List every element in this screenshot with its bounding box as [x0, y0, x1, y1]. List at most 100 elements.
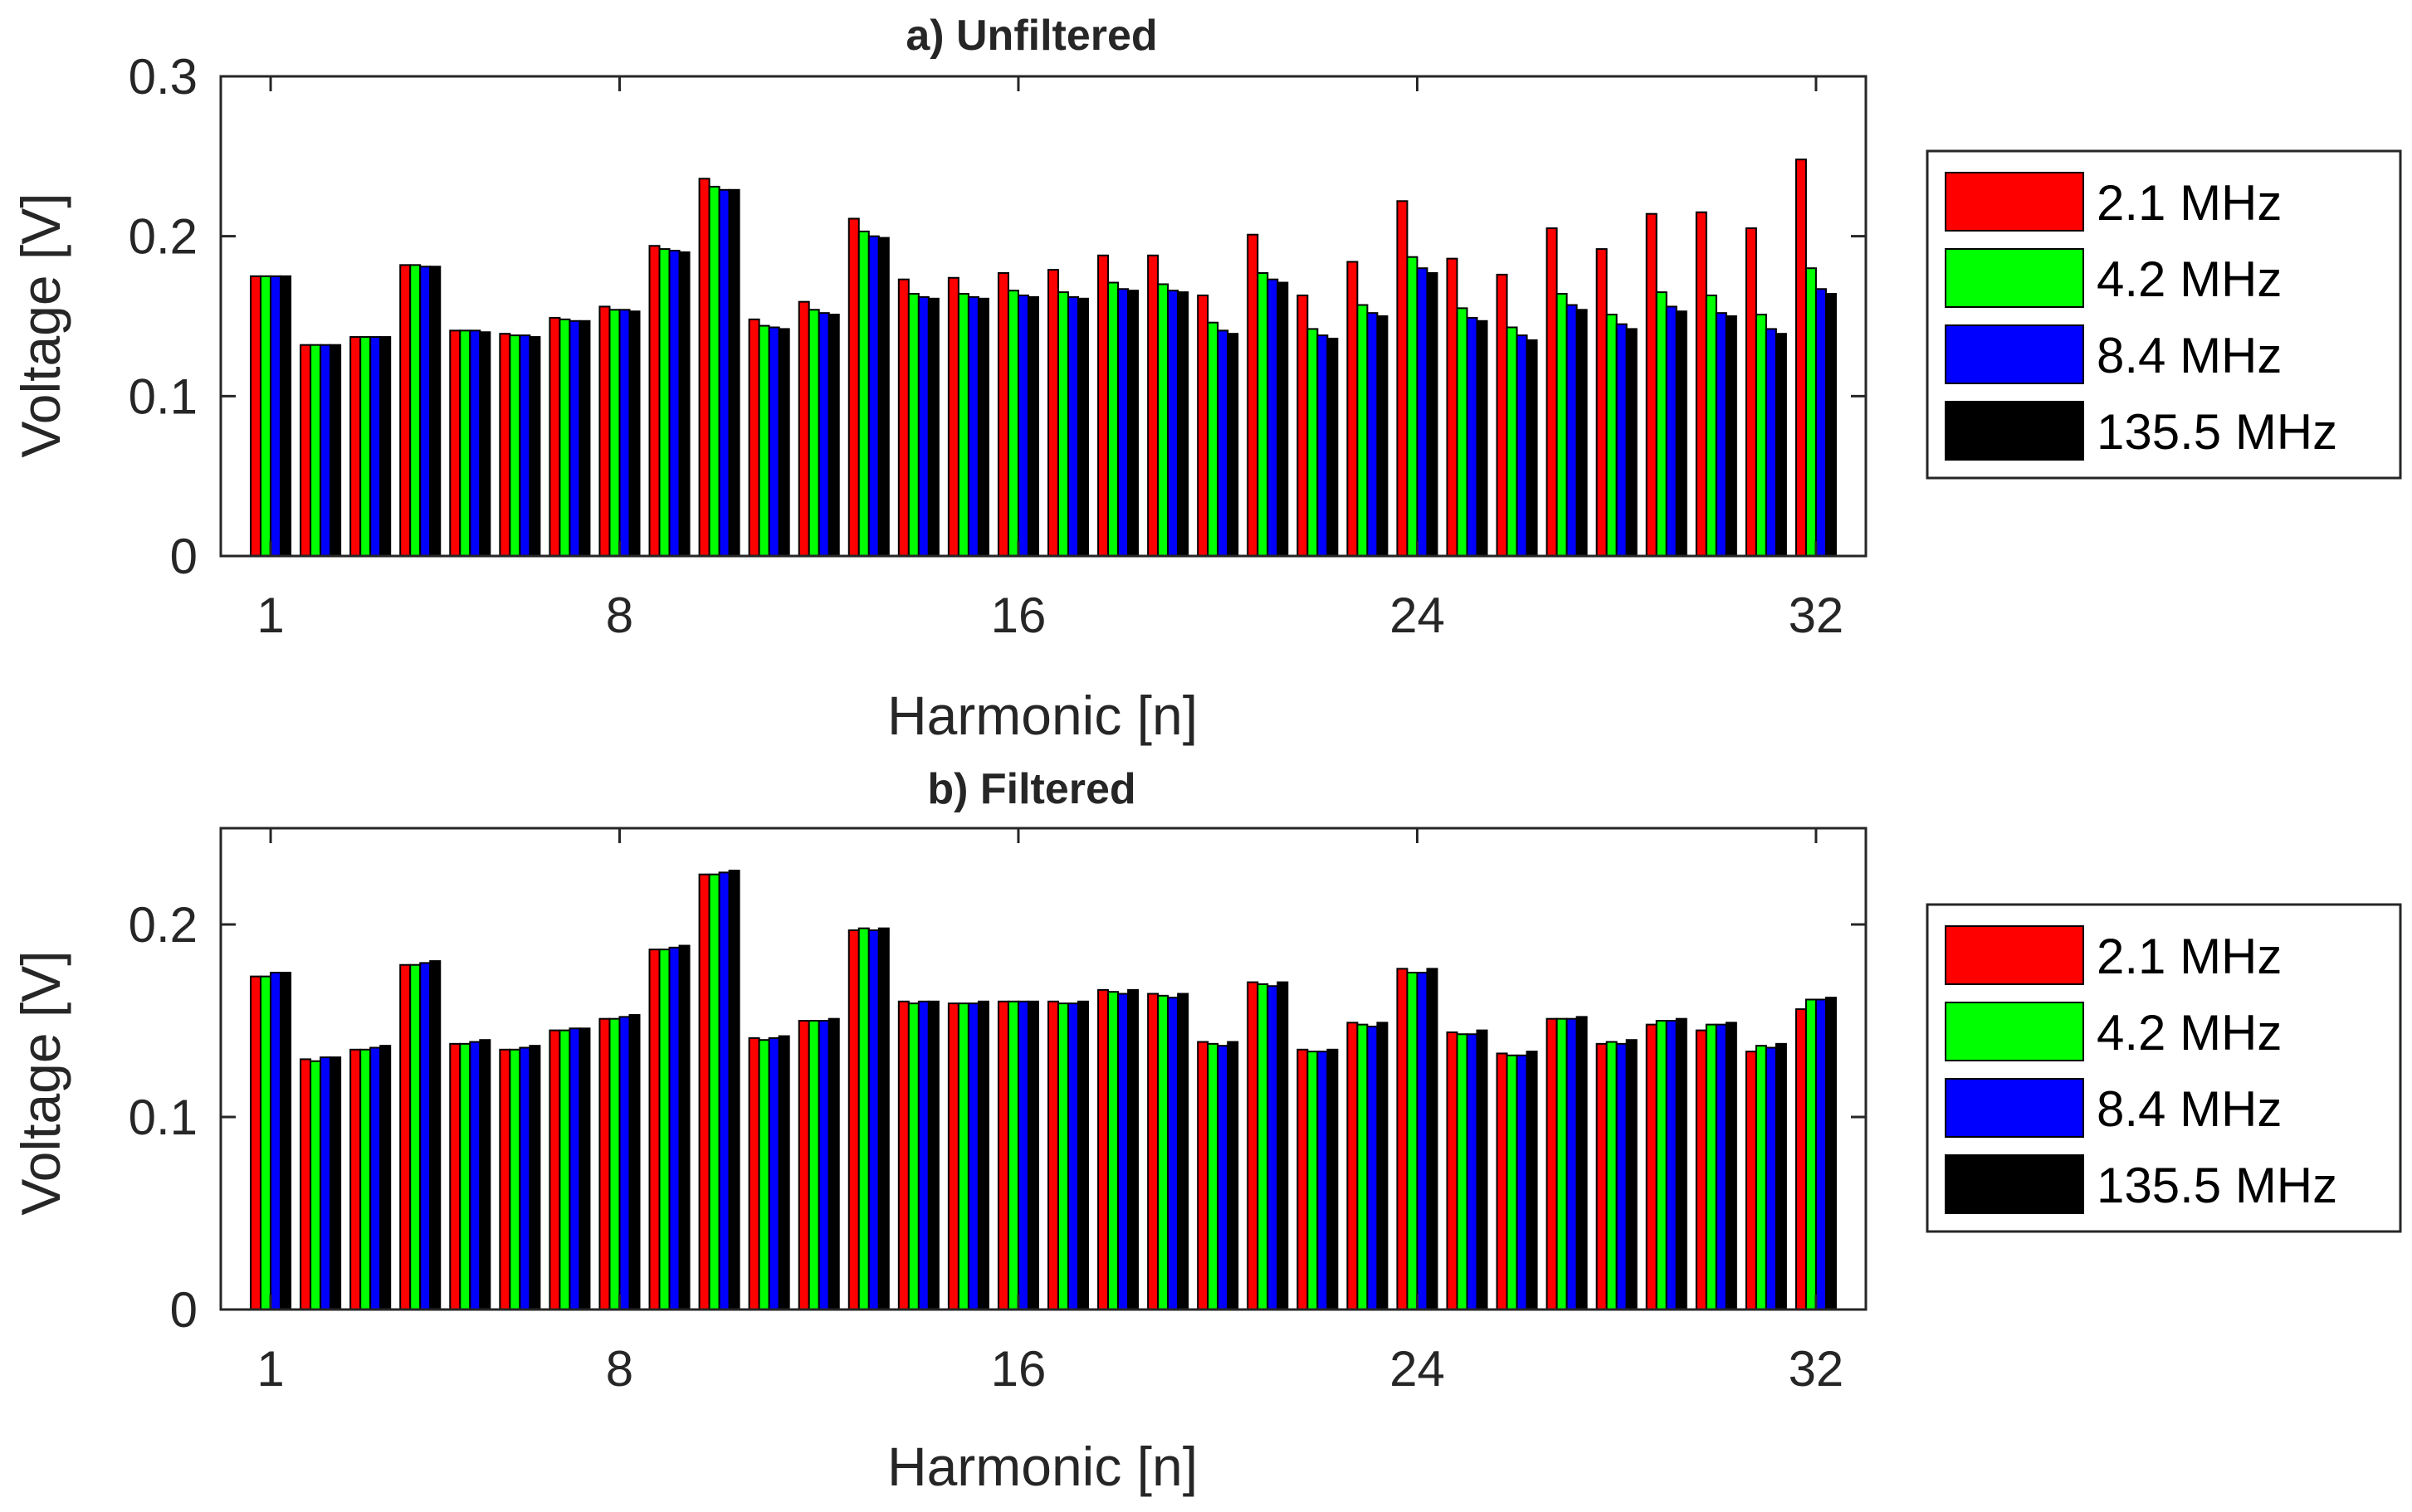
- bar-h26-s1: [1506, 326, 1518, 557]
- bar-h30-s2: [1715, 312, 1727, 557]
- bar-h16-s2: [1017, 1000, 1029, 1311]
- bar-h10-s1: [708, 185, 720, 557]
- bar-h26-s0: [1496, 273, 1508, 557]
- panel-filtered: b) Filtered 0 0.1 0.2 1 8 16 24 32 Harmonic [n…: [10, 765, 2402, 1497]
- bar-h23-s1: [1356, 304, 1369, 557]
- bar-h26-s2: [1516, 334, 1528, 557]
- bar-h17-s3: [1077, 297, 1090, 557]
- bar-h14-s3: [927, 1000, 940, 1311]
- legend-swatch: [1945, 172, 2084, 232]
- bar-h30-s3: [1725, 315, 1737, 557]
- bar-h2-s0: [300, 1058, 312, 1311]
- bar-h16-s1: [1007, 1000, 1019, 1311]
- bar-h32-s1: [1804, 267, 1817, 557]
- y-axis-label: Voltage [V]: [10, 193, 71, 457]
- bar-h30-s2: [1715, 1023, 1727, 1310]
- bar-h26-s3: [1526, 339, 1538, 557]
- bar-h31-s2: [1765, 1046, 1777, 1310]
- bar-h6-s1: [509, 1048, 521, 1311]
- bar-h3-s0: [349, 336, 362, 557]
- bar-h22-s0: [1296, 1048, 1309, 1311]
- bar-h2-s2: [320, 1056, 332, 1310]
- bar-h7-s1: [559, 318, 571, 557]
- panel-unfiltered: a) Unfiltered 0 0.1 0.2 0.3 1 8 16 24 32 Harmon…: [10, 12, 2402, 746]
- bar-h4-s0: [399, 264, 412, 557]
- x-axis-ticks: 1 8 16 24 32: [256, 76, 1843, 643]
- bar-h22-s3: [1326, 1048, 1339, 1311]
- bar-h25-s0: [1446, 257, 1458, 557]
- bar-h1-s3: [280, 275, 292, 557]
- x-tick-label: 24: [1389, 1341, 1445, 1397]
- bar-h6-s3: [529, 1045, 541, 1311]
- bar-h24-s0: [1396, 200, 1409, 557]
- bar-h7-s1: [559, 1029, 571, 1310]
- bar-h9-s2: [668, 250, 681, 557]
- bar-h32-s2: [1814, 998, 1827, 1310]
- bar-h5-s3: [479, 331, 491, 557]
- bar-h30-s1: [1705, 294, 1717, 557]
- bar-h21-s3: [1277, 981, 1289, 1310]
- bar-h25-s2: [1466, 316, 1478, 557]
- bar-h2-s2: [320, 344, 332, 557]
- bar-h21-s3: [1277, 281, 1289, 557]
- y-tick-label: 0.3: [129, 49, 198, 105]
- bar-h27-s3: [1575, 309, 1588, 557]
- bar-h8-s3: [628, 310, 641, 557]
- bar-h21-s2: [1267, 985, 1279, 1310]
- bar-h9-s1: [658, 949, 671, 1311]
- bar-h29-s0: [1645, 1023, 1658, 1310]
- bar-h27-s2: [1565, 1017, 1578, 1311]
- bar-h24-s1: [1406, 972, 1418, 1310]
- bar-h11-s3: [778, 328, 790, 557]
- y-tick-label: 0.1: [129, 368, 198, 424]
- bar-h4-s1: [409, 963, 422, 1310]
- x-tick-label: 8: [606, 1341, 633, 1397]
- bar-h9-s0: [648, 949, 661, 1311]
- bar-h24-s0: [1396, 968, 1409, 1310]
- bar-h19-s3: [1177, 993, 1189, 1311]
- x-tick-label: 16: [991, 1341, 1047, 1397]
- bar-h5-s2: [469, 1041, 481, 1311]
- bar-h11-s1: [758, 324, 770, 557]
- bar-h5-s0: [449, 329, 461, 557]
- bar-h9-s2: [668, 946, 681, 1310]
- bar-h24-s2: [1416, 972, 1428, 1310]
- bar-h12-s3: [828, 1017, 840, 1311]
- bar-h8-s0: [598, 1017, 611, 1311]
- legend: 2.1 MHz 4.2 MHz 8.4 MHz 135.5 MHz: [1926, 149, 2402, 480]
- bar-h27-s0: [1545, 227, 1558, 557]
- bar-h23-s2: [1366, 312, 1379, 557]
- bar-h4-s1: [409, 264, 422, 557]
- bar-h3-s2: [369, 336, 382, 557]
- bar-h30-s1: [1705, 1023, 1717, 1310]
- bar-h14-s2: [917, 1000, 930, 1311]
- bar-h5-s0: [449, 1042, 461, 1310]
- bar-h31-s1: [1755, 1045, 1767, 1311]
- bar-h20-s3: [1227, 333, 1239, 557]
- bar-h16-s0: [997, 1000, 1009, 1311]
- bar-h13-s0: [847, 217, 860, 557]
- y-tick-label: 0: [170, 529, 198, 584]
- bar-h7-s2: [569, 319, 581, 557]
- bar-h26-s1: [1506, 1054, 1518, 1310]
- legend-swatch: [1945, 248, 2084, 308]
- bar-h24-s1: [1406, 256, 1418, 557]
- bar-h28-s3: [1625, 328, 1638, 557]
- bar-h22-s2: [1316, 1051, 1329, 1310]
- bar-h12-s1: [808, 309, 820, 557]
- bar-h12-s0: [798, 300, 810, 557]
- bar-h21-s2: [1267, 278, 1279, 557]
- bar-h20-s2: [1217, 329, 1229, 557]
- bar-h19-s3: [1177, 291, 1189, 557]
- bar-h16-s1: [1007, 290, 1019, 557]
- bar-h2-s1: [310, 344, 322, 557]
- bar-h29-s3: [1675, 310, 1687, 557]
- bar-h18-s2: [1117, 288, 1130, 557]
- x-tick-label: 1: [256, 588, 284, 643]
- bar-h24-s3: [1426, 968, 1438, 1310]
- bar-h8-s3: [628, 1014, 641, 1311]
- bar-h18-s2: [1117, 993, 1130, 1311]
- x-axis-label: Harmonic [n]: [887, 685, 1198, 746]
- bar-h18-s3: [1127, 988, 1140, 1310]
- bar-h9-s3: [678, 251, 691, 557]
